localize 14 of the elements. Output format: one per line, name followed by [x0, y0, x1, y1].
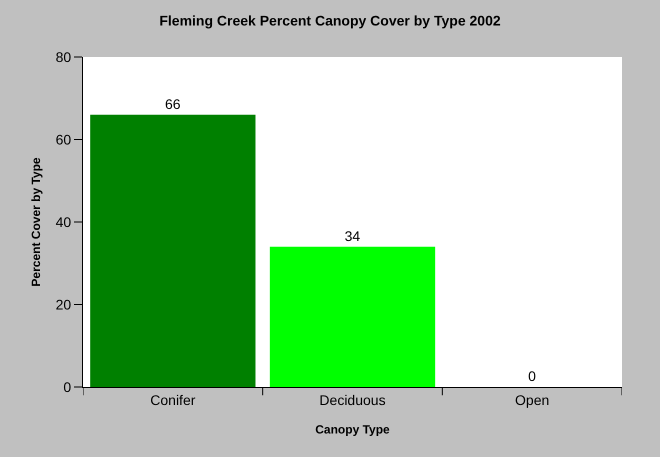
x-axis-title: Canopy Type — [315, 422, 390, 437]
y-tick-label: 80 — [56, 48, 72, 65]
chart-title: Fleming Creek Percent Canopy Cover by Type 2002 — [159, 12, 501, 28]
x-tick-label: Deciduous — [319, 392, 386, 408]
y-tick-label: 40 — [56, 214, 72, 230]
data-label: 0 — [528, 368, 536, 384]
y-axis-title: Percent Cover by Type — [28, 157, 43, 287]
data-label: 34 — [344, 228, 360, 244]
y-tick-label: 20 — [56, 296, 72, 312]
y-tick-label: 0 — [63, 378, 72, 395]
x-tick-label: Conifer — [150, 392, 196, 408]
data-label: 66 — [164, 96, 181, 112]
x-tick-label: Open — [515, 392, 550, 408]
y-tick-label: 60 — [56, 131, 72, 148]
